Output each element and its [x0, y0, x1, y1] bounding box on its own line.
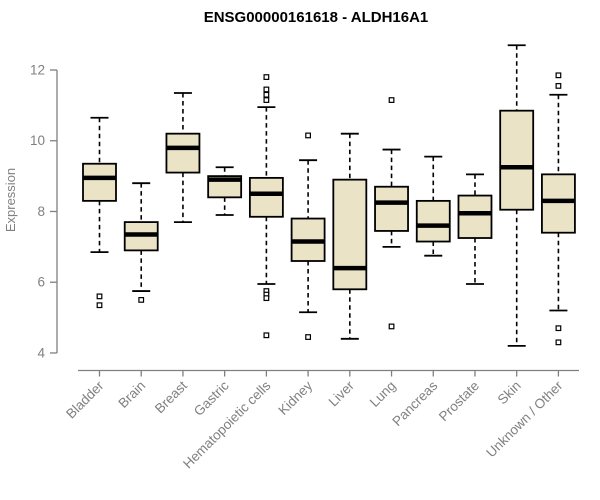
iqr-box [415, 199, 451, 243]
iqr-box [332, 178, 368, 291]
boxplot-series [82, 44, 576, 347]
iqr-box [165, 132, 201, 174]
outlier-point [263, 295, 270, 302]
outlier-point [555, 72, 562, 79]
boxplot-skin [499, 44, 535, 347]
boxplot-prostate [457, 173, 493, 285]
outlier-point [388, 323, 395, 330]
outlier-point [555, 339, 562, 346]
outlier-point [263, 97, 270, 103]
x-tick-label: Skin [495, 378, 524, 407]
x-tick-label: Lung [367, 378, 399, 410]
x-tick-label: Unknown / Other [483, 378, 566, 461]
iqr-box [457, 194, 493, 239]
y-axis-label: Expression [3, 168, 18, 232]
iqr-box [248, 176, 284, 218]
x-tick-label: Breast [152, 378, 190, 416]
boxplot-pancreas [415, 155, 451, 257]
outlier-point [96, 293, 103, 300]
boxplot-bladder [82, 116, 117, 309]
x-tick-label: Prostate [436, 378, 482, 424]
outlier-point [305, 334, 311, 340]
boxplot-lung [374, 97, 409, 330]
outlier-point [263, 332, 270, 339]
x-tick-label: Brain [115, 378, 148, 411]
y-tick-label: 6 [37, 275, 45, 290]
y-tick-label: 4 [37, 345, 45, 360]
outlier-point [263, 86, 270, 93]
outlier-point [263, 91, 270, 98]
boxplot-gastric [207, 166, 243, 216]
outlier-point [96, 302, 103, 309]
boxplot-hematopoietic-cells [248, 74, 284, 339]
y-tick-label: 8 [37, 204, 45, 219]
boxplot-brain [123, 182, 159, 303]
outlier-point [305, 132, 311, 139]
y-tick-label: 12 [30, 63, 45, 78]
x-tick-label: Bladder [63, 378, 107, 422]
chart-title: ENSG00000161618 - ALDH16A1 [204, 9, 429, 26]
iqr-box [82, 162, 117, 202]
outlier-point [555, 325, 562, 332]
y-tick-label: 10 [30, 133, 45, 148]
boxplot-unknown-other [541, 72, 576, 346]
x-tick-label: Gastric [191, 378, 232, 419]
x-tick-label: Kidney [275, 378, 315, 418]
x-tick-label: Liver [326, 378, 358, 410]
iqr-box [541, 173, 576, 234]
iqr-box [374, 185, 409, 232]
outlier-point [263, 74, 270, 80]
outlier-point [138, 297, 145, 303]
outlier-point [555, 83, 562, 89]
boxplot-breast [165, 92, 201, 223]
outlier-point [388, 97, 395, 103]
x-tick-label: Pancreas [389, 378, 440, 429]
iqr-box [499, 109, 535, 211]
boxplot-liver [332, 132, 368, 340]
boxplot-kidney [290, 132, 326, 340]
